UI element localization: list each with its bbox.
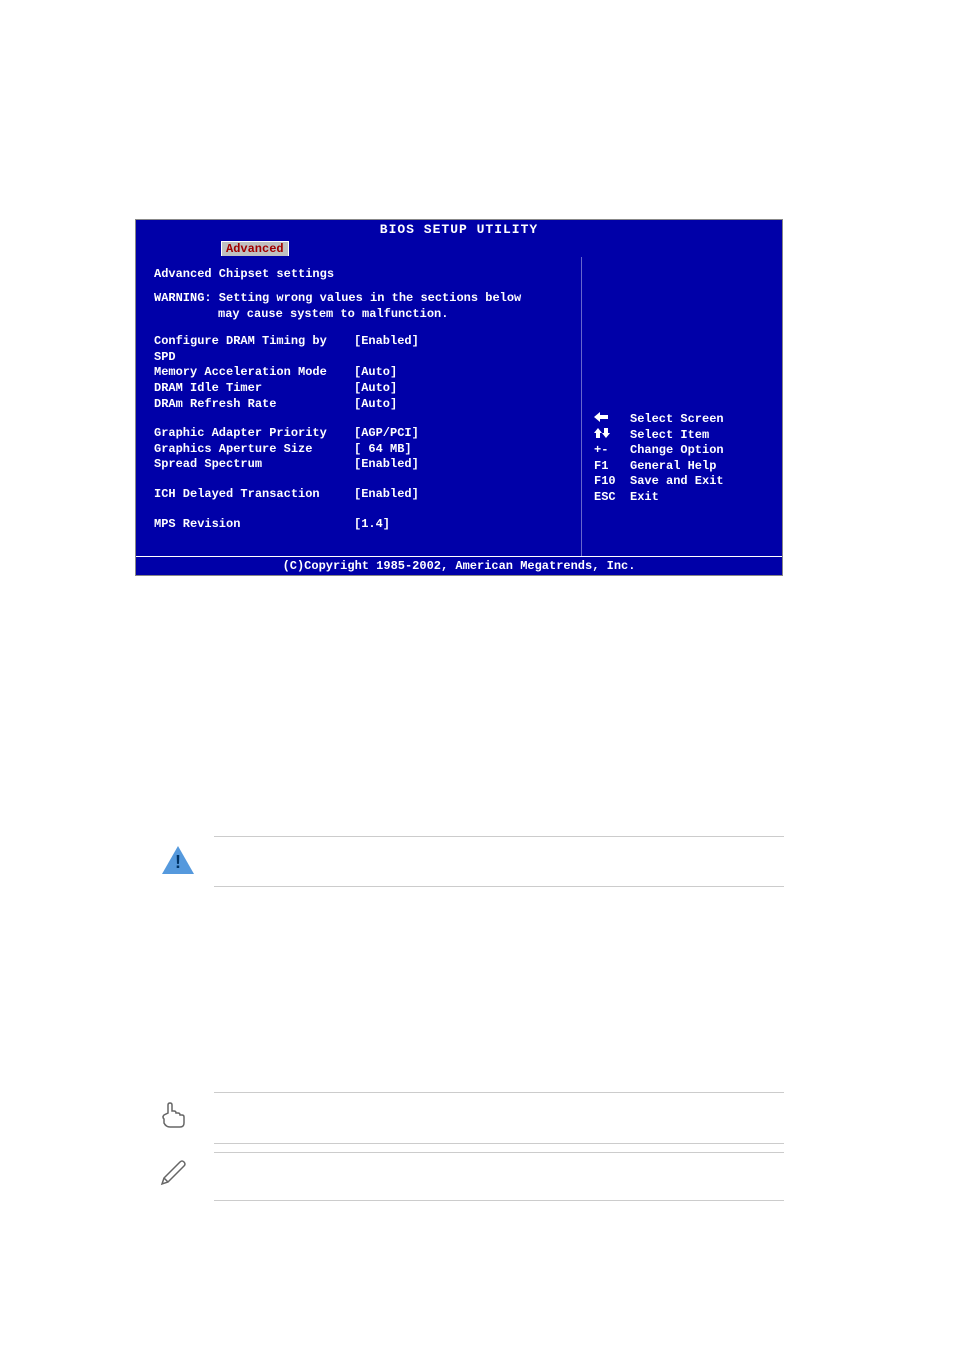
- help-desc: General Help: [630, 459, 770, 475]
- setting-row[interactable]: Memory Acceleration Mode [Auto]: [154, 365, 563, 381]
- setting-value: [Enabled]: [354, 487, 563, 503]
- setting-row[interactable]: Configure DRAM Timing by SPD [Enabled]: [154, 334, 563, 365]
- help-section: Select Screen Select Item +- Change Opti…: [594, 412, 770, 506]
- setting-row[interactable]: MPS Revision [1.4]: [154, 517, 563, 533]
- setting-row[interactable]: DRAM Idle Timer [Auto]: [154, 381, 563, 397]
- help-panel: Select Screen Select Item +- Change Opti…: [582, 257, 782, 556]
- divider: [214, 1143, 784, 1144]
- help-key: F1: [594, 459, 630, 475]
- arrow-left-icon: [594, 412, 630, 428]
- help-row: ESC Exit: [594, 490, 770, 506]
- setting-label: Memory Acceleration Mode: [154, 365, 354, 381]
- setting-label: Spread Spectrum: [154, 457, 354, 473]
- divider: [214, 1092, 784, 1093]
- warning-line1: WARNING: Setting wrong values in the sec…: [154, 291, 563, 307]
- warning-icon: !: [162, 846, 198, 882]
- bios-setup-window: BIOS SETUP UTILITY Advanced Advanced Chi…: [135, 219, 783, 576]
- help-row: F10 Save and Exit: [594, 474, 770, 490]
- divider: [214, 1200, 784, 1201]
- arrow-updown-icon: [594, 428, 630, 444]
- setting-value: [1.4]: [354, 517, 563, 533]
- help-key: +-: [594, 443, 630, 459]
- setting-value: [Enabled]: [354, 457, 563, 473]
- setting-label: ICH Delayed Transaction: [154, 487, 354, 503]
- hand-pointing-icon: [158, 1099, 194, 1135]
- divider: [214, 836, 784, 837]
- help-desc: Change Option: [630, 443, 770, 459]
- help-desc: Select Item: [630, 428, 770, 444]
- setting-row[interactable]: Graphic Adapter Priority [AGP/PCI]: [154, 426, 563, 442]
- setting-row[interactable]: Graphics Aperture Size [ 64 MB]: [154, 442, 563, 458]
- pencil-icon: [158, 1156, 194, 1192]
- setting-value: [Auto]: [354, 381, 563, 397]
- setting-value: [Enabled]: [354, 334, 563, 365]
- setting-label: Graphics Aperture Size: [154, 442, 354, 458]
- warning-line2: may cause system to malfunction.: [154, 307, 563, 323]
- divider: [214, 886, 784, 887]
- help-row: +- Change Option: [594, 443, 770, 459]
- setting-value: [AGP/PCI]: [354, 426, 563, 442]
- help-row: Select Item: [594, 428, 770, 444]
- tab-bar: Advanced: [136, 239, 782, 257]
- divider: [214, 1152, 784, 1153]
- help-row: Select Screen: [594, 412, 770, 428]
- setting-label: Graphic Adapter Priority: [154, 426, 354, 442]
- help-desc: Select Screen: [630, 412, 770, 428]
- setting-label: Configure DRAM Timing by SPD: [154, 334, 354, 365]
- help-desc: Save and Exit: [630, 474, 770, 490]
- help-row: F1 General Help: [594, 459, 770, 475]
- bios-title: BIOS SETUP UTILITY: [136, 220, 782, 239]
- setting-row[interactable]: ICH Delayed Transaction [Enabled]: [154, 487, 563, 503]
- help-key: ESC: [594, 490, 630, 506]
- section-heading: Advanced Chipset settings: [154, 267, 563, 281]
- setting-row[interactable]: Spread Spectrum [Enabled]: [154, 457, 563, 473]
- setting-row[interactable]: DRAm Refresh Rate [Auto]: [154, 397, 563, 413]
- setting-value: [Auto]: [354, 397, 563, 413]
- copyright-text: (C)Copyright 1985-2002, American Megatre…: [136, 556, 782, 575]
- setting-label: DRAM Idle Timer: [154, 381, 354, 397]
- warning-text: WARNING: Setting wrong values in the sec…: [154, 291, 563, 322]
- help-desc: Exit: [630, 490, 770, 506]
- help-key: F10: [594, 474, 630, 490]
- setting-label: DRAm Refresh Rate: [154, 397, 354, 413]
- content-area: Advanced Chipset settings WARNING: Setti…: [136, 257, 782, 556]
- tab-advanced[interactable]: Advanced: [221, 241, 289, 256]
- setting-label: MPS Revision: [154, 517, 354, 533]
- setting-value: [ 64 MB]: [354, 442, 563, 458]
- setting-value: [Auto]: [354, 365, 563, 381]
- settings-panel: Advanced Chipset settings WARNING: Setti…: [136, 257, 582, 556]
